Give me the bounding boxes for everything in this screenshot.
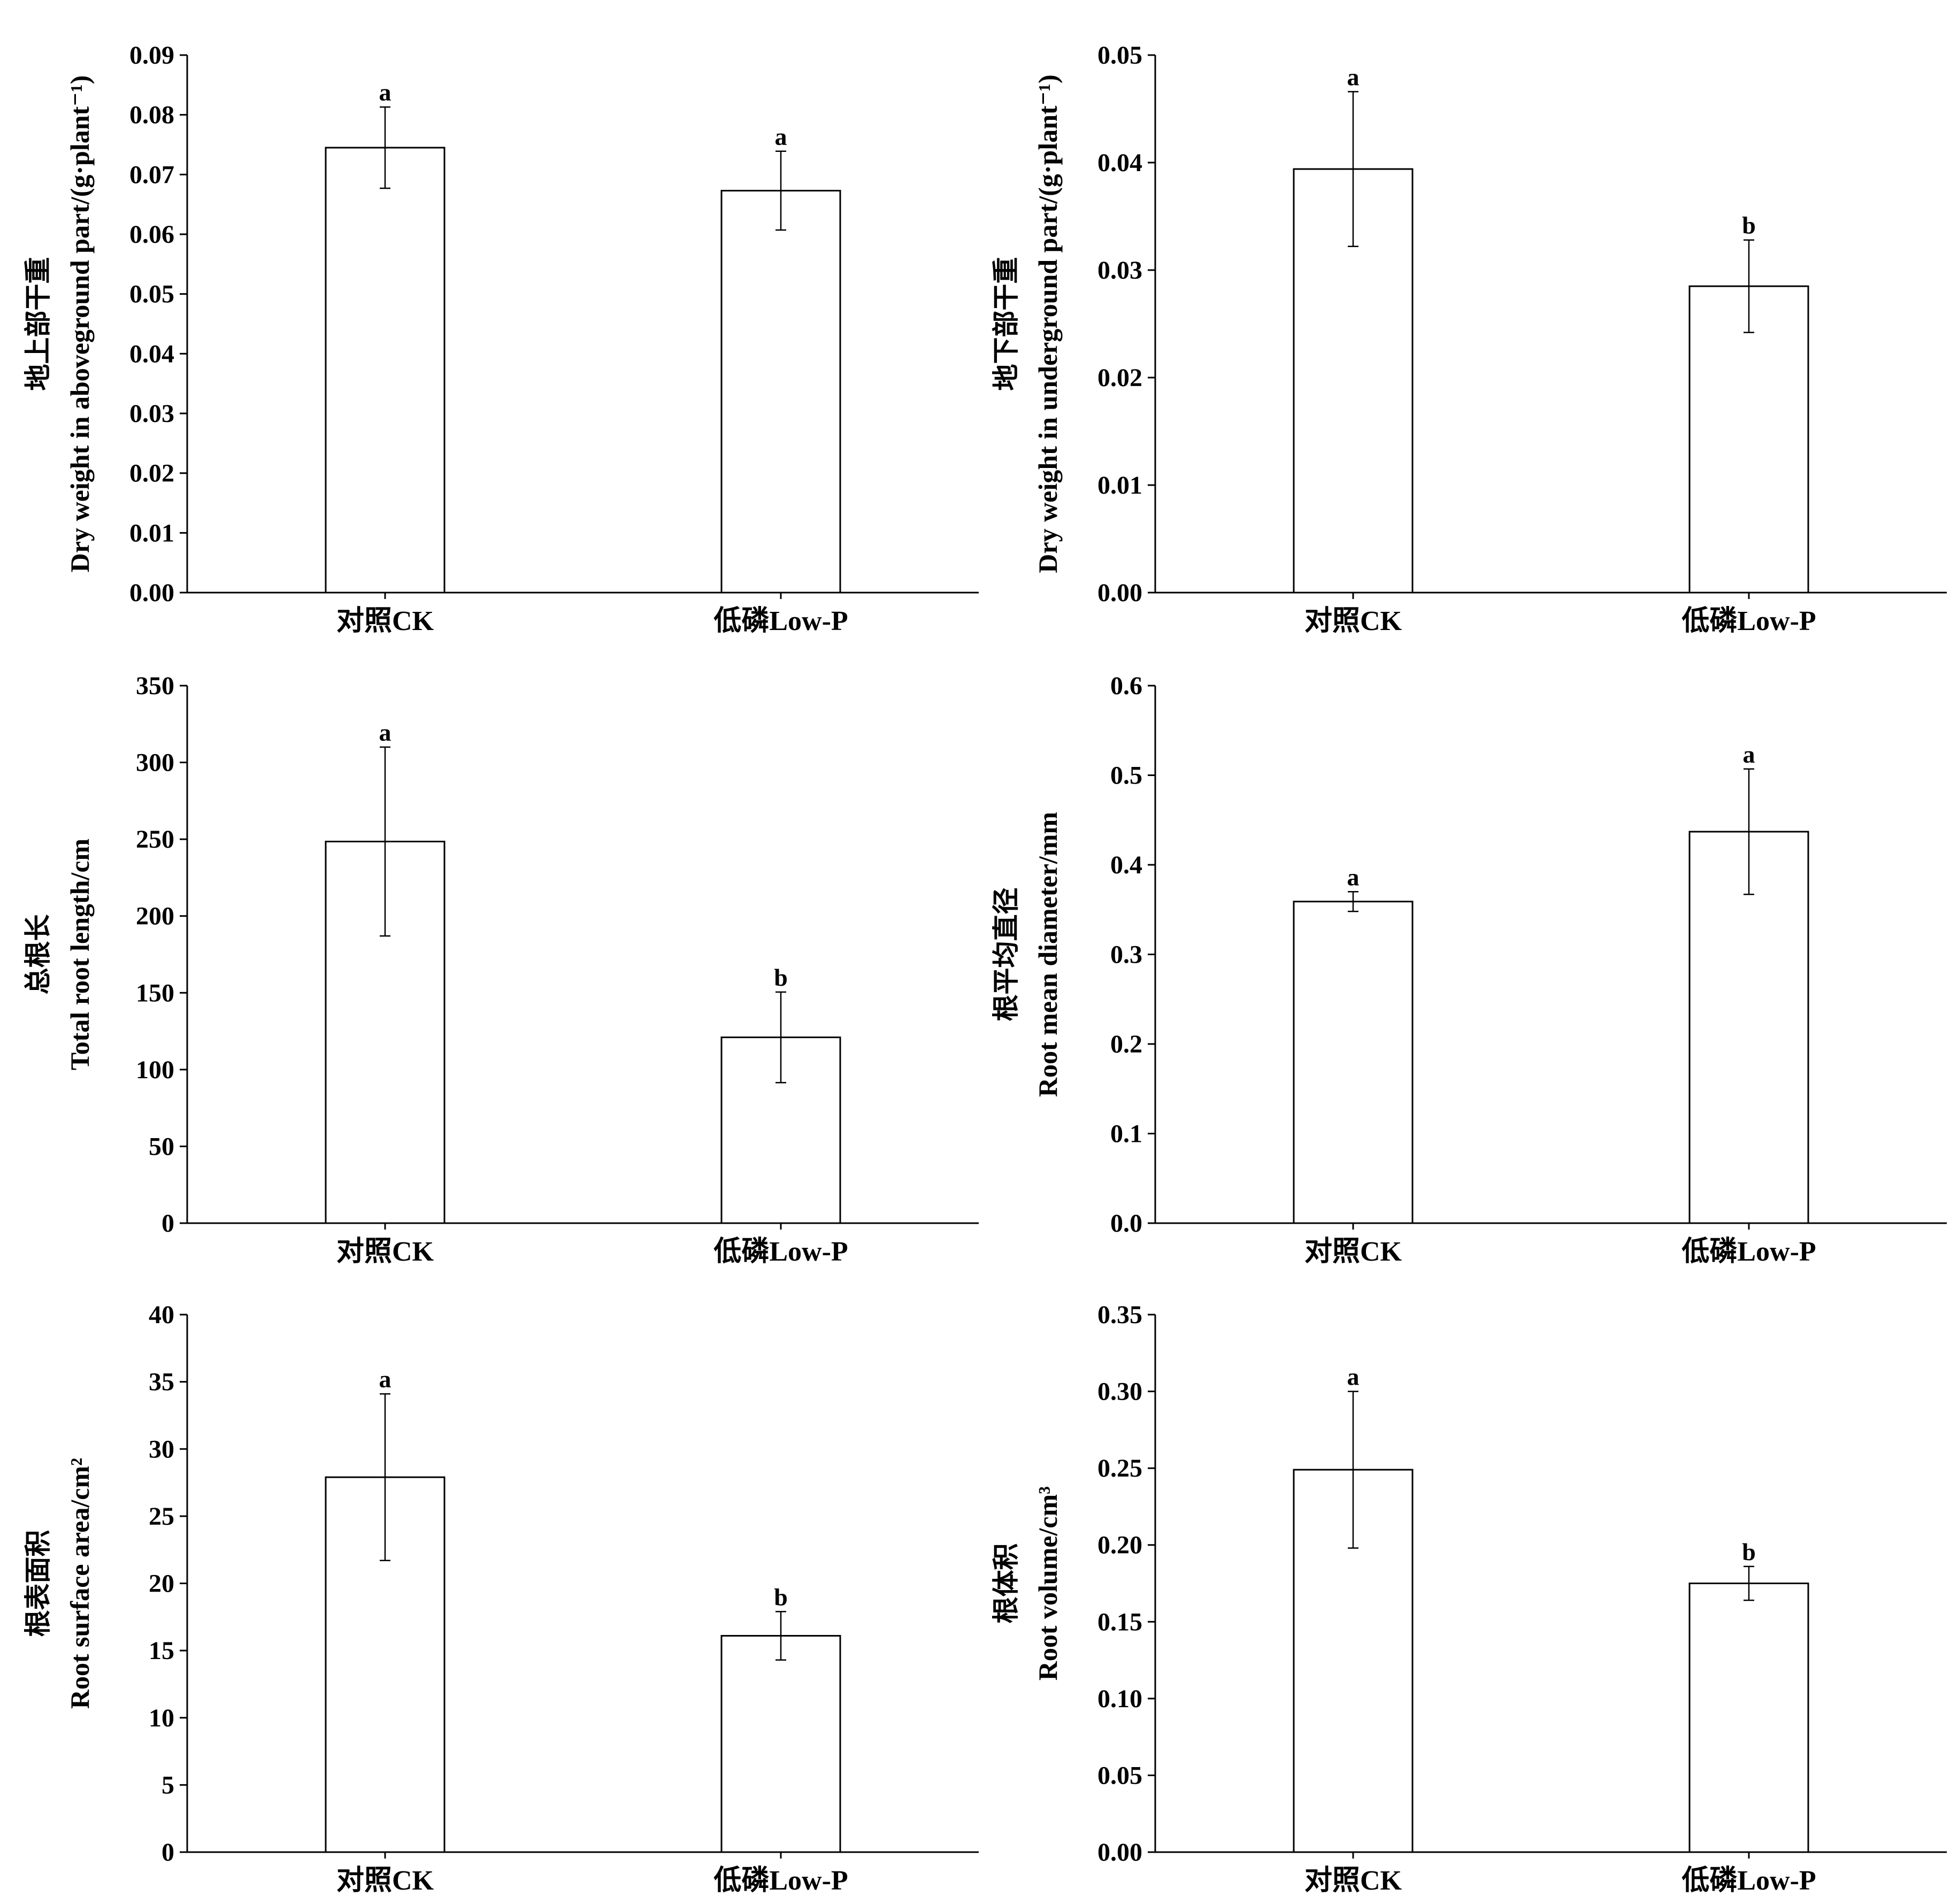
bar bbox=[1688, 1583, 1809, 1853]
bar bbox=[325, 147, 446, 594]
significance-label: b bbox=[774, 1583, 788, 1610]
bar bbox=[325, 840, 446, 1224]
y-tick-label: 0.03 bbox=[1097, 256, 1142, 285]
y-tick-label: 0.08 bbox=[129, 101, 174, 129]
y-tick-label: 0.06 bbox=[129, 220, 174, 249]
y-tick-label: 0.07 bbox=[129, 160, 174, 189]
y-tick-label: 0.01 bbox=[129, 519, 174, 547]
chart-panel-4: 0.0 0.1 0.2 0.3 0.4 0.5 0.6 a 对照CK a 低磷Low-P 根平均直径 R… bbox=[991, 672, 1947, 1267]
y-tick-label: 0 bbox=[162, 1838, 174, 1867]
significance-label: b bbox=[1742, 1538, 1756, 1565]
y-axis-title-cn: 总根长 bbox=[23, 915, 53, 995]
significance-label: a bbox=[1347, 1363, 1360, 1391]
y-tick-label: 0.03 bbox=[129, 400, 174, 428]
y-tick-label: 5 bbox=[162, 1771, 174, 1799]
y-axis-title-en: Dry weight in underground part/(g·plant⁻… bbox=[1033, 74, 1063, 573]
y-axis-title-en: Root surface area/cm² bbox=[65, 1458, 95, 1709]
category-label: 低磷Low-P bbox=[1681, 1865, 1816, 1896]
y-axis-title-cn: 根体积 bbox=[991, 1544, 1021, 1624]
y-tick-label: 0.02 bbox=[1097, 364, 1142, 392]
chart-panel-5: 0 5 10 15 20 25 30 35 40 a 对照CK b 低磷Low-P 根表面积 Root su… bbox=[23, 1301, 979, 1896]
y-tick-label: 200 bbox=[136, 902, 174, 931]
significance-label: a bbox=[379, 79, 391, 106]
category-label: 对照CK bbox=[1304, 605, 1402, 636]
y-tick-label: 50 bbox=[149, 1132, 174, 1161]
y-tick-label: 300 bbox=[136, 749, 174, 777]
y-axis-title-en: Dry weight in aboveground part/(g·plant⁻… bbox=[65, 75, 95, 572]
y-tick-label: 0.3 bbox=[1110, 941, 1142, 969]
y-tick-label: 0.02 bbox=[129, 459, 174, 488]
y-axis-title-cn: 根平均直径 bbox=[991, 888, 1021, 1022]
bar bbox=[720, 1634, 841, 1853]
y-tick-label: 0.20 bbox=[1097, 1531, 1142, 1560]
y-tick-label: 15 bbox=[149, 1637, 174, 1665]
y-tick-label: 0.05 bbox=[1097, 41, 1142, 70]
significance-label: a bbox=[379, 1365, 391, 1393]
y-tick-label: 0.6 bbox=[1110, 672, 1142, 700]
significance-label: a bbox=[775, 123, 787, 150]
bar bbox=[720, 189, 841, 594]
y-tick-label: 0.04 bbox=[129, 340, 174, 368]
chart-panel-2: 0.00 0.01 0.02 0.03 0.04 0.05 a 对照CK b 低磷Low-P 地下部… bbox=[991, 41, 1947, 636]
y-tick-label: 0.4 bbox=[1110, 851, 1142, 879]
y-tick-label: 0.35 bbox=[1097, 1301, 1142, 1329]
category-label: 低磷Low-P bbox=[713, 1236, 848, 1267]
y-tick-label: 0 bbox=[162, 1209, 174, 1238]
y-tick-label: 0.0 bbox=[1110, 1209, 1142, 1238]
y-tick-label: 35 bbox=[149, 1368, 174, 1396]
y-tick-label: 100 bbox=[136, 1056, 174, 1084]
y-tick-label: 0.00 bbox=[1097, 1838, 1142, 1867]
chart-panel-6: 0.00 0.05 0.10 0.15 0.20 0.25 0.30 0.35 a 对照CK b 低磷… bbox=[991, 1301, 1947, 1896]
category-label: 低磷Low-P bbox=[1681, 1236, 1816, 1267]
y-tick-label: 0.2 bbox=[1110, 1030, 1142, 1058]
y-axis-title-cn: 地上部干重 bbox=[23, 257, 53, 391]
category-label: 对照CK bbox=[336, 1865, 434, 1896]
y-axis-title-en: Root mean diameter/mm bbox=[1033, 812, 1063, 1097]
y-tick-label: 0.25 bbox=[1097, 1454, 1142, 1483]
y-tick-label: 350 bbox=[136, 672, 174, 700]
y-tick-label: 0.00 bbox=[1097, 579, 1142, 607]
y-axis-title-en: Total root length/cm bbox=[65, 839, 95, 1070]
category-label: 对照CK bbox=[1304, 1236, 1402, 1267]
y-tick-label: 0.15 bbox=[1097, 1608, 1142, 1636]
y-tick-label: 10 bbox=[149, 1704, 174, 1732]
y-tick-label: 20 bbox=[149, 1570, 174, 1598]
significance-label: b bbox=[774, 964, 788, 991]
y-tick-label: 150 bbox=[136, 979, 174, 1007]
category-label: 对照CK bbox=[1304, 1865, 1402, 1896]
y-tick-label: 250 bbox=[136, 825, 174, 854]
y-axis-title-cn: 根表面积 bbox=[23, 1530, 53, 1637]
significance-label: a bbox=[1347, 863, 1360, 890]
category-label: 低磷Low-P bbox=[1681, 605, 1816, 636]
category-label: 低磷Low-P bbox=[713, 605, 848, 636]
y-tick-label: 0.30 bbox=[1097, 1378, 1142, 1406]
y-tick-label: 0.09 bbox=[129, 41, 174, 70]
y-tick-label: 40 bbox=[149, 1301, 174, 1329]
chart-panel-1: 0.00 0.01 0.02 0.03 0.04 0.05 0.06 0.07 0.08 0.09… bbox=[23, 41, 979, 636]
y-tick-label: 0.1 bbox=[1110, 1120, 1142, 1148]
y-tick-label: 0.04 bbox=[1097, 149, 1142, 177]
bar bbox=[1293, 901, 1414, 1224]
significance-label: b bbox=[1742, 212, 1756, 239]
y-axis-title-cn: 地下部干重 bbox=[991, 257, 1021, 391]
y-tick-label: 0.5 bbox=[1110, 762, 1142, 790]
y-tick-label: 0.05 bbox=[129, 280, 174, 309]
y-tick-label: 0.01 bbox=[1097, 471, 1142, 500]
y-tick-label: 0.05 bbox=[1097, 1761, 1142, 1790]
category-label: 对照CK bbox=[336, 605, 434, 636]
category-label: 对照CK bbox=[336, 1236, 434, 1267]
y-tick-label: 0.10 bbox=[1097, 1685, 1142, 1713]
y-tick-label: 25 bbox=[149, 1502, 174, 1531]
chart-panel-3: 0 50 100 150 200 250 300 350 a 对照CK b 低磷Low-P 总根长 Tot… bbox=[23, 672, 979, 1267]
bar bbox=[1688, 285, 1809, 594]
bar bbox=[1688, 831, 1809, 1224]
category-label: 低磷Low-P bbox=[713, 1865, 848, 1896]
significance-label: a bbox=[379, 719, 391, 746]
y-tick-label: 0.00 bbox=[129, 579, 174, 607]
y-tick-label: 30 bbox=[149, 1435, 174, 1463]
y-axis-title-en: Root volume/cm³ bbox=[1033, 1486, 1063, 1681]
significance-label: a bbox=[1743, 741, 1755, 768]
significance-label: a bbox=[1347, 63, 1360, 90]
